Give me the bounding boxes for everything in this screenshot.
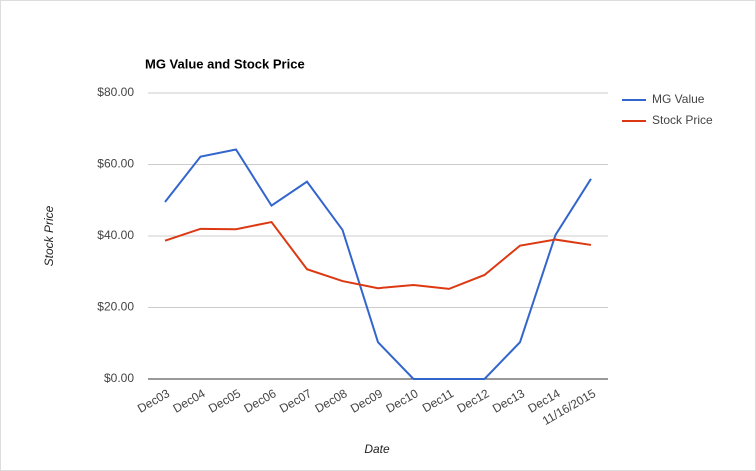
y-tick-label: $80.00 xyxy=(97,85,134,99)
series-line xyxy=(164,220,592,290)
series-line xyxy=(164,148,592,380)
y-tick-label: $60.00 xyxy=(97,157,134,171)
x-axis-title: Date xyxy=(364,442,390,456)
legend-label: MG Value xyxy=(652,92,705,106)
y-axis-title: Stock Price xyxy=(42,205,56,266)
chart-title: MG Value and Stock Price xyxy=(145,56,305,71)
y-tick-label: $40.00 xyxy=(97,228,134,242)
y-tick-label: $0.00 xyxy=(104,371,134,385)
legend-label: Stock Price xyxy=(652,113,713,127)
y-tick-label: $20.00 xyxy=(97,300,134,314)
